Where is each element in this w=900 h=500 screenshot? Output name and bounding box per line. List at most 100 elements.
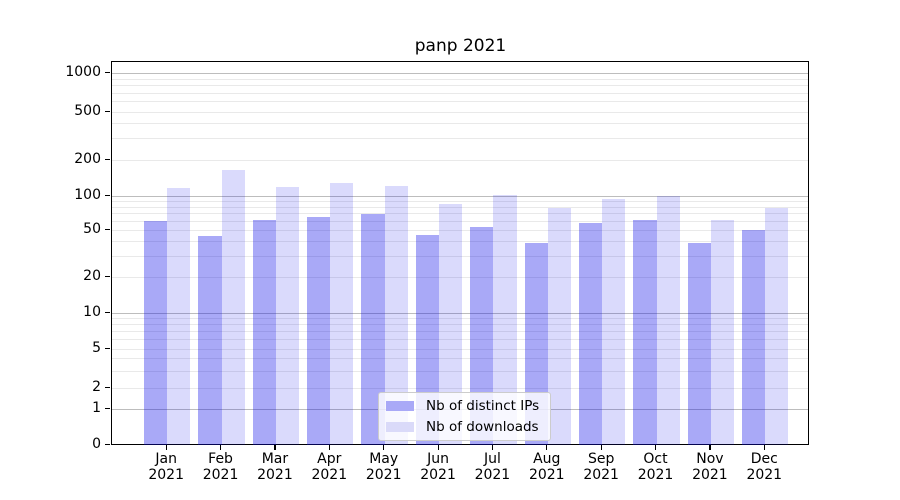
gridline-minor [112, 101, 808, 103]
x-tick-mark [600, 445, 602, 450]
y-tick-mark [105, 194, 110, 196]
legend: Nb of distinct IPs Nb of downloads [378, 392, 552, 441]
plot-area [111, 61, 809, 446]
gridline-minor [112, 318, 808, 320]
bar-downloads [167, 188, 191, 446]
bar-distinct-ips [198, 235, 222, 446]
y-tick-label: 0 [92, 436, 101, 452]
x-tick-year: 2021 [474, 467, 511, 483]
y-tick-mark [105, 387, 110, 389]
x-tick-label: Jun 2021 [403, 451, 473, 483]
y-tick-mark [105, 110, 110, 112]
bar-downloads [439, 204, 463, 446]
x-tick-mark [220, 445, 222, 450]
gridline-minor [112, 241, 808, 243]
y-tick-label: 2 [92, 379, 101, 395]
x-tick-mark [491, 445, 494, 450]
x-tick-month: Feb [208, 451, 233, 467]
legend-swatch-distinct-ips-icon [386, 401, 414, 411]
x-tick-label: Oct 2021 [621, 451, 691, 483]
gridline-minor [112, 348, 808, 350]
x-tick-label: Mar 2021 [240, 451, 310, 483]
x-tick-year: 2021 [692, 467, 728, 483]
bar-downloads [493, 195, 517, 446]
bar-distinct-ips [742, 230, 766, 446]
legend-swatch-downloads-icon [386, 422, 414, 432]
y-tick-label: 100 [74, 186, 101, 203]
x-tick-month: Mar [261, 451, 289, 467]
x-tick-mark [328, 445, 330, 450]
y-tick-label: 500 [74, 102, 101, 119]
y-tick-label: 10 [83, 304, 101, 320]
bar-downloads [275, 186, 300, 446]
x-tick-label: Dec 2021 [729, 451, 799, 483]
x-tick-year: 2021 [528, 467, 565, 483]
x-tick-label: Apr 2021 [294, 451, 364, 483]
bar-downloads [765, 208, 789, 446]
y-tick-mark [105, 444, 110, 446]
bar-distinct-ips [252, 220, 276, 446]
gridline-minor [112, 370, 808, 372]
bar-downloads [221, 169, 245, 446]
x-tick-label: Jan 2021 [131, 451, 201, 483]
bar-downloads [384, 185, 408, 446]
gridline-minor [112, 92, 808, 94]
x-tick-month: Oct [643, 451, 668, 467]
x-tick-label: Sep 2021 [566, 451, 636, 483]
gridline-minor [112, 200, 808, 202]
bar-distinct-ips [361, 213, 385, 446]
bar-downloads [547, 208, 571, 446]
gridline-minor [112, 78, 808, 80]
gridline-minor [112, 123, 808, 125]
x-tick-mark [383, 445, 385, 450]
gridline-minor [112, 358, 808, 360]
x-tick-mark [763, 445, 765, 450]
gridline-major [112, 73, 808, 74]
x-tick-year: 2021 [746, 467, 783, 483]
x-tick-year: 2021 [257, 467, 293, 483]
gridline-minor [112, 277, 808, 278]
gridline-minor [112, 339, 808, 341]
y-tick-label: 5 [92, 339, 101, 356]
x-tick-month: Jul [483, 451, 501, 467]
x-tick-label: Aug 2021 [512, 451, 582, 483]
x-tick-mark [546, 445, 548, 450]
chart-title: panp 2021 [414, 36, 507, 56]
x-tick-year: 2021 [637, 467, 674, 483]
gridline-minor [112, 159, 808, 161]
x-tick-month: Jan [155, 451, 177, 467]
x-tick-month: Apr [317, 451, 342, 467]
x-tick-year: 2021 [311, 467, 348, 483]
x-tick-month: May [369, 451, 399, 467]
y-tick-mark [105, 72, 110, 74]
x-tick-mark [165, 445, 167, 450]
x-tick-year: 2021 [365, 467, 402, 483]
y-tick-label: 1 [92, 400, 101, 416]
x-tick-label: Feb 2021 [186, 451, 256, 483]
y-tick-mark [105, 228, 110, 230]
y-tick-mark [105, 276, 110, 278]
x-tick-month: Jun [427, 451, 449, 467]
x-tick-label: Nov 2021 [675, 451, 745, 483]
x-tick-mark [655, 445, 657, 450]
x-tick-label: May 2021 [349, 451, 419, 483]
x-tick-year: 2021 [202, 467, 239, 483]
gridline-major [112, 313, 808, 314]
bar-distinct-ips [633, 220, 657, 446]
y-tick-label: 200 [74, 150, 101, 167]
gridline-minor [112, 256, 808, 258]
bar-downloads [330, 182, 354, 446]
bar-downloads [656, 196, 680, 446]
gridline-major [112, 195, 808, 197]
bar-downloads [602, 199, 626, 446]
y-tick-label: 1000 [65, 64, 101, 80]
x-tick-mark [274, 445, 276, 450]
gridline-minor [112, 388, 808, 389]
x-tick-mark [709, 445, 711, 450]
x-tick-month: Aug [533, 451, 561, 467]
y-tick-label: 50 [83, 220, 101, 237]
x-tick-label: Jul 2021 [457, 451, 527, 483]
x-tick-year: 2021 [148, 467, 184, 483]
gridline-minor [112, 85, 808, 87]
